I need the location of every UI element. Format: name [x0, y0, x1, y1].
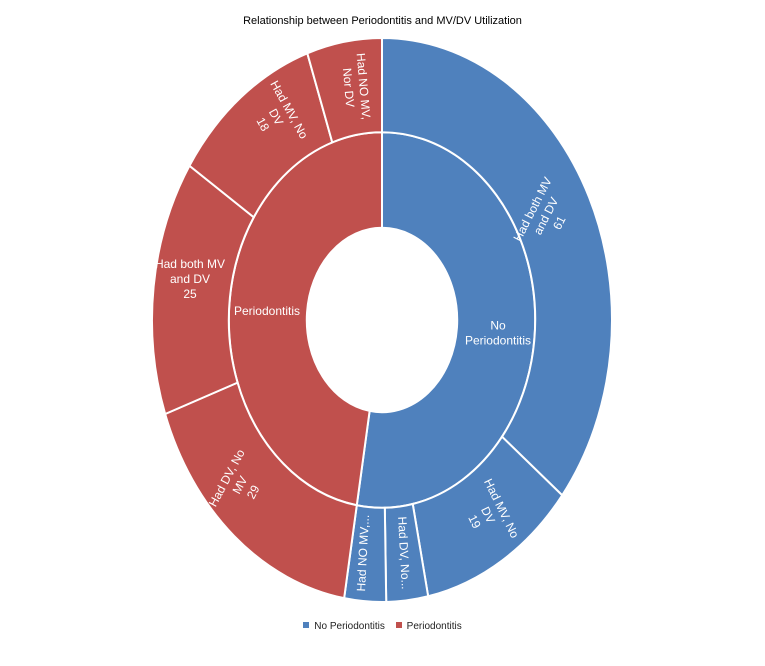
outer-label-periodontitis-had-no-mv-nor-dv: Had NO MV,Nor DV [339, 52, 374, 121]
outer-segment-periodontitis-had-no-mv-nor-dv[interactable] [306, 36, 383, 144]
legend-swatch-no-periodontitis [303, 622, 310, 628]
outer-label-periodontitis-had-both-mv-and-dv: Had both MV and DV 25 [155, 257, 225, 301]
legend: No Periodontitis Periodontitis [0, 621, 765, 632]
outer-label-no-periodontitis-had-no-mv: Had NO MV,... [354, 514, 372, 592]
legend-label: No Periodontitis [314, 621, 385, 632]
legend-label: Periodontitis [406, 621, 462, 632]
outer-segment-no-periodontitis-had-both-mv-and-dv[interactable] [381, 36, 613, 497]
chart-title: Relationship between Periodontitis and M… [243, 15, 522, 27]
legend-item-no-periodontitis[interactable]: No Periodontitis [303, 621, 385, 632]
legend-item-periodontitis[interactable]: Periodontitis [395, 621, 462, 632]
inner-ring [227, 131, 537, 509]
outer-ring [151, 36, 613, 603]
outer-label-no-periodontitis-had-dv-no: Had DV, No... [395, 516, 413, 590]
inner-label-periodontitis: Periodontitis [234, 304, 300, 318]
legend-swatch-periodontitis [395, 622, 402, 628]
inner-label-no-periodontitis: No Periodontitis [465, 319, 531, 348]
